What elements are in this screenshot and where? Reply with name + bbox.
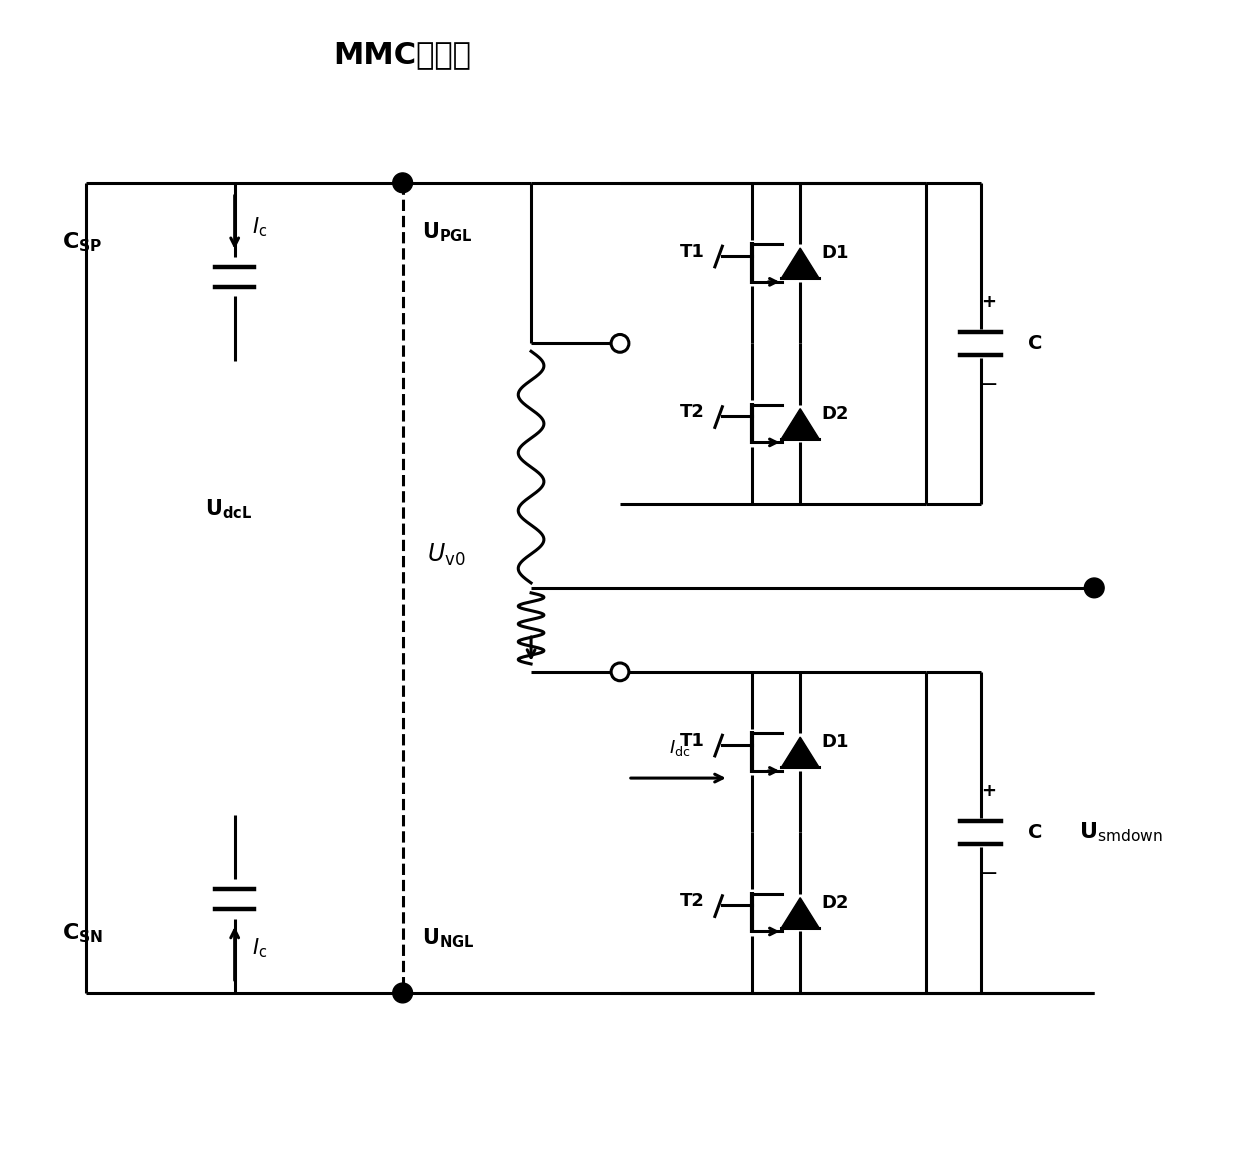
Circle shape xyxy=(1084,578,1104,598)
Circle shape xyxy=(611,335,629,352)
Text: $\mathbf{C_{SP}}$: $\mathbf{C_{SP}}$ xyxy=(62,230,102,254)
Text: T1: T1 xyxy=(680,243,704,261)
Text: $I_\mathrm{dc}$: $I_\mathrm{dc}$ xyxy=(668,739,689,758)
Text: $I_\mathrm{c}$: $I_\mathrm{c}$ xyxy=(253,215,268,239)
Circle shape xyxy=(611,664,629,681)
Text: $\mathbf{C_{SN}}$: $\mathbf{C_{SN}}$ xyxy=(62,922,103,945)
Text: +: + xyxy=(981,293,996,310)
Text: C: C xyxy=(1028,823,1042,842)
Circle shape xyxy=(393,983,413,1003)
Text: $\mathit{U}_\mathrm{v0}$: $\mathit{U}_\mathrm{v0}$ xyxy=(428,542,466,569)
Polygon shape xyxy=(781,738,818,767)
Text: D1: D1 xyxy=(821,733,848,752)
Text: MMC直流侧: MMC直流侧 xyxy=(334,39,471,68)
Text: $I_\mathrm{c}$: $I_\mathrm{c}$ xyxy=(253,937,268,960)
Text: −: − xyxy=(980,864,998,884)
Text: D2: D2 xyxy=(821,405,848,423)
Text: T2: T2 xyxy=(680,403,704,422)
Text: D2: D2 xyxy=(821,894,848,911)
Text: C: C xyxy=(1028,334,1042,353)
Polygon shape xyxy=(781,897,818,928)
Text: T2: T2 xyxy=(680,893,704,910)
Text: $\mathbf{U_{PGL}}$: $\mathbf{U_{PGL}}$ xyxy=(423,220,474,244)
Text: $\mathbf{U_\mathrm{smdown}}$: $\mathbf{U_\mathrm{smdown}}$ xyxy=(1080,821,1163,844)
Text: D1: D1 xyxy=(821,244,848,262)
Polygon shape xyxy=(781,409,818,439)
Text: +: + xyxy=(981,782,996,800)
Text: $\mathbf{U_{NGL}}$: $\mathbf{U_{NGL}}$ xyxy=(423,926,475,951)
Circle shape xyxy=(393,173,413,192)
Text: T1: T1 xyxy=(680,732,704,750)
Polygon shape xyxy=(781,248,818,278)
Text: −: − xyxy=(980,375,998,395)
Text: $\mathbf{U_{dcL}}$: $\mathbf{U_{dcL}}$ xyxy=(205,497,252,521)
